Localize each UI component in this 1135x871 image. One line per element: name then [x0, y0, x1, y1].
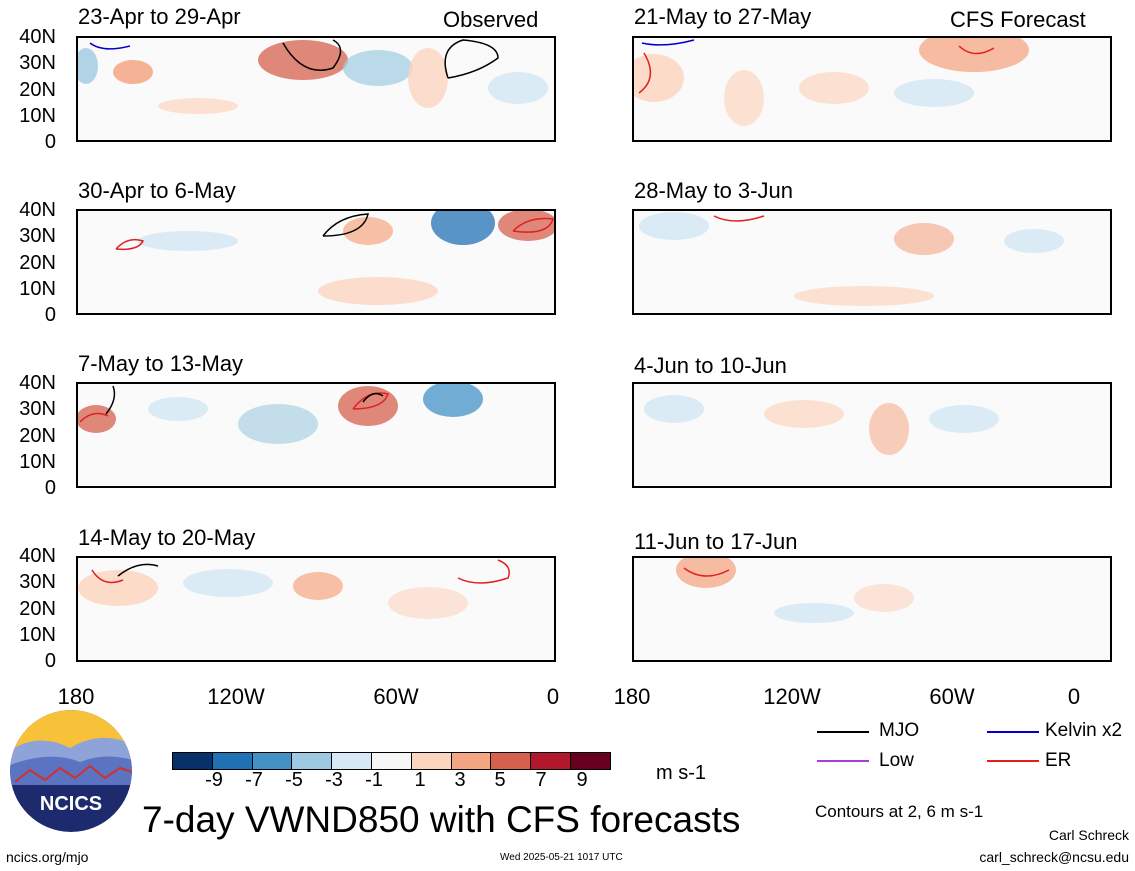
colorbar — [172, 752, 611, 770]
timestamp: Wed 2025-05-21 1017 UTC — [500, 852, 623, 863]
y-tick-label: 30N — [19, 571, 56, 593]
y-tick-label: 10N — [19, 624, 56, 646]
x-tick-label: 180 — [613, 684, 651, 709]
colorbar-cell — [291, 752, 333, 770]
y-tick-label: 20N — [19, 252, 56, 274]
logo-text: NCICS — [40, 793, 102, 815]
colorbar-cell — [490, 752, 532, 770]
map-panel-observed-4 — [76, 556, 556, 662]
map-panel-forecast-1 — [632, 36, 1112, 142]
x-tick-label: 120W — [207, 684, 265, 709]
legend-label-mjo: MJO — [879, 720, 920, 741]
y-tick-label: 10N — [19, 451, 56, 473]
panel-title: 28-May to 3-Jun — [634, 178, 793, 203]
mjo-legend-line — [817, 731, 869, 733]
map-panel-forecast-2 — [632, 209, 1112, 315]
colorbar-label: -7 — [245, 769, 263, 791]
colorbar-cell — [331, 752, 372, 770]
colorbar-label: 7 — [535, 769, 547, 791]
colorbar-cell — [251, 752, 293, 770]
panel-title: 23-Apr to 29-Apr — [78, 4, 241, 29]
x-tick-label: 180 — [57, 684, 95, 709]
legend-label-low: Low — [879, 750, 914, 771]
colorbar-label: -9 — [205, 769, 223, 791]
x-tick-label: 0 — [546, 684, 560, 709]
colorbar-cell — [172, 752, 213, 770]
x-tick-label: 60W — [929, 684, 975, 709]
colorbar-units: m s-1 — [656, 762, 706, 784]
colorbar-label: -3 — [325, 769, 343, 791]
low-legend-line — [817, 760, 869, 762]
panel-title: 21-May to 27-May — [634, 4, 812, 29]
x-tick-label: 120W — [763, 684, 821, 709]
x-tick-label: 60W — [373, 684, 419, 709]
observed-label: Observed — [443, 7, 539, 32]
colorbar-cell — [569, 752, 611, 770]
panel-title: 11-Jun to 17-Jun — [634, 529, 798, 554]
y-tick-label: 30N — [19, 52, 56, 74]
y-tick-label: 40N — [19, 199, 56, 221]
y-tick-label: 40N — [19, 545, 56, 567]
y-tick-label: 0 — [44, 304, 56, 326]
kelvin-legend-line — [987, 731, 1039, 733]
y-tick-label: 20N — [19, 598, 56, 620]
y-tick-label: 30N — [19, 398, 56, 420]
colorbar-label: 5 — [494, 769, 506, 791]
contours-note: Contours at 2, 6 m s-1 — [815, 802, 984, 821]
colorbar-label: 3 — [454, 769, 466, 791]
y-tick-label: 0 — [44, 477, 56, 499]
cfs-forecast-label: CFS Forecast — [950, 7, 1086, 32]
map-panel-observed-2 — [76, 209, 556, 315]
er-legend-line — [987, 760, 1039, 762]
colorbar-cell — [370, 752, 412, 770]
site-url: ncics.org/mjo — [6, 849, 89, 865]
map-panel-observed-3 — [76, 382, 556, 488]
colorbar-cell — [211, 752, 253, 770]
y-tick-label: 40N — [19, 26, 56, 48]
legend-label-kelvin: Kelvin x2 — [1045, 720, 1123, 741]
panel-title: 7-May to 13-May — [78, 351, 244, 376]
colorbar-cell — [450, 752, 492, 770]
y-tick-label: 10N — [19, 105, 56, 127]
y-tick-label: 0 — [44, 131, 56, 153]
x-tick-label: 0 — [1067, 684, 1081, 709]
y-tick-label: 30N — [19, 225, 56, 247]
colorbar-label: 1 — [414, 769, 426, 791]
colorbar-label: -5 — [285, 769, 303, 791]
panel-title: 4-Jun to 10-Jun — [634, 353, 787, 378]
main-title: 7-day VWND850 with CFS forecasts — [142, 799, 741, 840]
map-panel-observed-1 — [76, 36, 556, 142]
colorbar-label: -1 — [365, 769, 383, 791]
y-tick-label: 0 — [44, 650, 56, 672]
y-tick-label: 40N — [19, 372, 56, 394]
colorbar-cell — [530, 752, 571, 770]
panel-title: 14-May to 20-May — [78, 525, 256, 550]
author-name: Carl Schreck — [1048, 827, 1129, 843]
panel-title: 30-Apr to 6-May — [78, 178, 236, 203]
author-email: carl_schreck@ncsu.edu — [979, 849, 1129, 865]
ncics-logo: NCICS — [10, 710, 132, 832]
legend-label-er: ER — [1045, 750, 1072, 771]
y-tick-label: 20N — [19, 79, 56, 101]
colorbar-label: 9 — [576, 769, 588, 791]
map-panel-forecast-4 — [632, 556, 1112, 662]
colorbar-cell — [410, 752, 452, 770]
y-tick-label: 20N — [19, 425, 56, 447]
map-panel-forecast-3 — [632, 382, 1112, 488]
y-tick-label: 10N — [19, 278, 56, 300]
